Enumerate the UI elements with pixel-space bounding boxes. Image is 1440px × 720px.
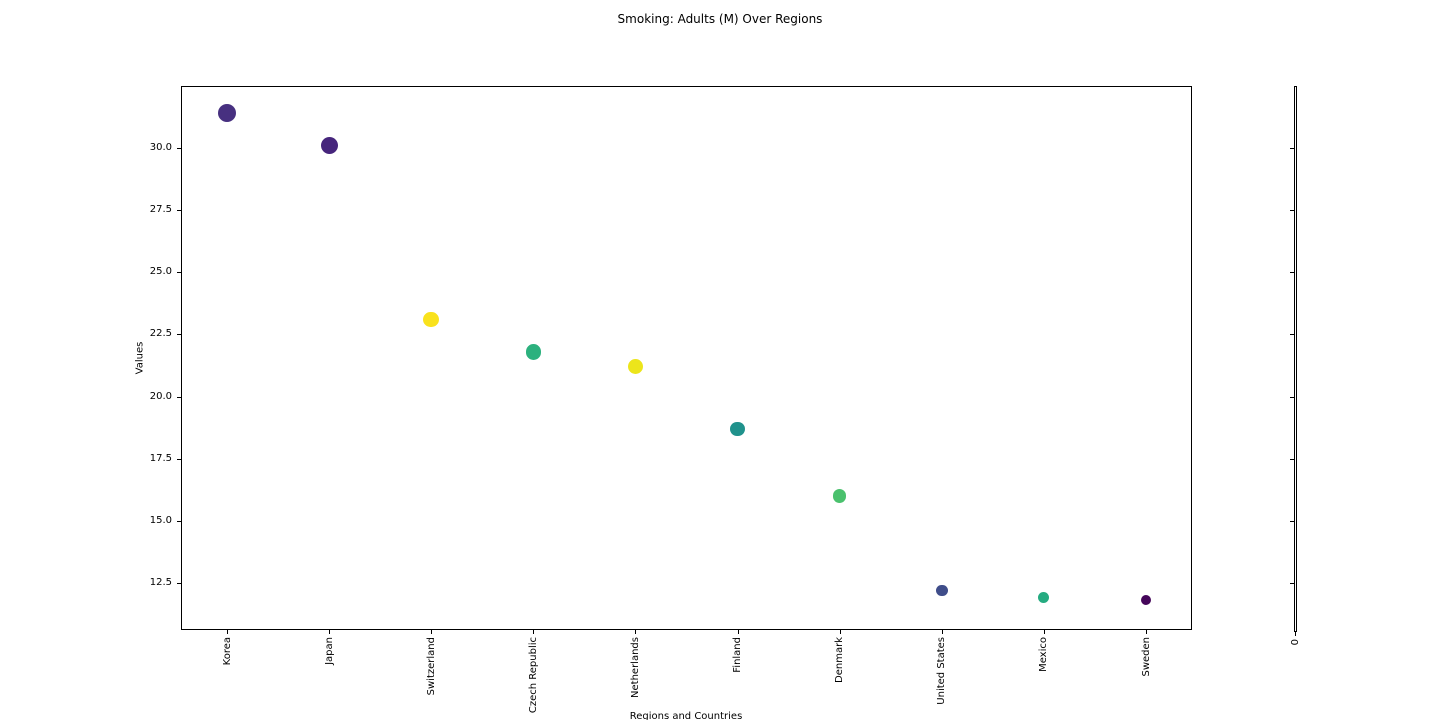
secondary-y-tick-mark — [1290, 582, 1294, 584]
y-tick-label: 22.5 — [149, 328, 172, 340]
secondary-y-tick-mark — [1290, 210, 1294, 212]
chart-title: Smoking: Adults (M) Over Regions — [617, 12, 823, 26]
x-tick-label: Korea — [221, 637, 233, 666]
x-tick-label: Finland — [732, 637, 744, 673]
y-tick-mark — [177, 210, 181, 212]
secondary-x-tick-mark — [1295, 632, 1296, 636]
secondary-y-tick-mark — [1290, 272, 1294, 274]
secondary-y-tick-mark — [1290, 334, 1294, 336]
y-tick-label: 15.0 — [149, 514, 172, 526]
x-tick-label: Japan — [323, 637, 335, 665]
y-tick-label: 25.0 — [149, 266, 172, 278]
data-point-mexico — [1038, 592, 1050, 604]
x-tick-mark — [635, 630, 637, 634]
x-tick-label: Mexico — [1038, 637, 1050, 672]
x-tick-mark — [431, 630, 433, 634]
y-tick-mark — [177, 396, 181, 398]
y-tick-mark — [177, 458, 181, 460]
plot-area — [181, 86, 1192, 630]
y-tick-label: 12.5 — [149, 576, 172, 588]
secondary-x-tick-label: 0 — [1290, 639, 1301, 646]
x-tick-mark — [533, 630, 535, 634]
y-axis-label: Values — [134, 341, 146, 375]
data-point-netherlands — [627, 359, 643, 375]
data-point-denmark — [832, 489, 847, 503]
secondary-axis — [1294, 86, 1297, 632]
x-tick-mark — [839, 630, 841, 634]
x-tick-mark — [1043, 630, 1045, 634]
x-axis-label: Regions and Countries — [629, 711, 743, 720]
y-tick-label: 20.0 — [149, 390, 172, 402]
y-tick-mark — [177, 334, 181, 336]
y-tick-mark — [177, 272, 181, 274]
secondary-y-tick-mark — [1290, 458, 1294, 460]
y-tick-mark — [177, 148, 181, 150]
data-point-switzerland — [423, 311, 439, 328]
x-tick-label: Sweden — [1140, 637, 1152, 677]
y-tick-label: 30.0 — [149, 142, 172, 154]
y-tick-mark — [177, 520, 181, 522]
x-tick-mark — [737, 630, 739, 634]
x-tick-label: Netherlands — [629, 637, 641, 698]
data-point-united-states — [936, 584, 948, 596]
x-tick-mark — [227, 630, 228, 634]
secondary-y-tick-mark — [1290, 520, 1294, 522]
data-point-sweden — [1140, 594, 1152, 606]
x-tick-label: Switzerland — [425, 637, 437, 696]
data-point-czech-republic — [525, 344, 542, 360]
x-tick-mark — [329, 630, 331, 634]
y-tick-label: 17.5 — [149, 452, 172, 464]
x-tick-mark — [941, 630, 943, 634]
x-tick-mark — [1146, 630, 1147, 634]
secondary-y-tick-mark — [1290, 396, 1294, 398]
y-tick-label: 27.5 — [149, 204, 172, 216]
secondary-y-tick-mark — [1290, 148, 1294, 150]
x-tick-label: Czech Republic — [527, 637, 539, 714]
x-tick-label: Denmark — [834, 637, 846, 683]
data-point-japan — [320, 137, 338, 155]
data-point-korea — [218, 104, 236, 123]
data-point-finland — [730, 421, 745, 437]
x-tick-label: United States — [936, 637, 948, 705]
y-tick-mark — [177, 582, 181, 584]
